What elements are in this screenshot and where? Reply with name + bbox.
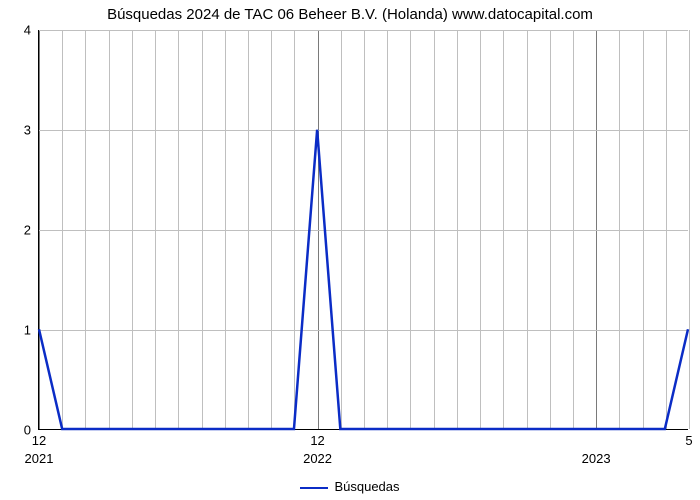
x-tick-label-year: 2021 (25, 429, 54, 466)
line-series (39, 30, 688, 429)
y-tick-label: 2 (24, 223, 39, 238)
x-tick-label-year: 2023 (582, 429, 611, 466)
x-tick-label-year: 2022 (303, 429, 332, 466)
y-tick-label: 3 (24, 123, 39, 138)
x-tick-label-month: 5 (685, 429, 692, 448)
y-tick-label: 4 (24, 23, 39, 38)
legend: Búsquedas (0, 479, 700, 494)
legend-swatch (300, 487, 328, 489)
legend-label: Búsquedas (334, 479, 399, 494)
plot-area: 0123412125202120222023 (38, 30, 688, 430)
chart-title: Búsquedas 2024 de TAC 06 Beheer B.V. (Ho… (0, 6, 700, 23)
y-tick-label: 1 (24, 323, 39, 338)
grid-line-minor (689, 30, 690, 429)
